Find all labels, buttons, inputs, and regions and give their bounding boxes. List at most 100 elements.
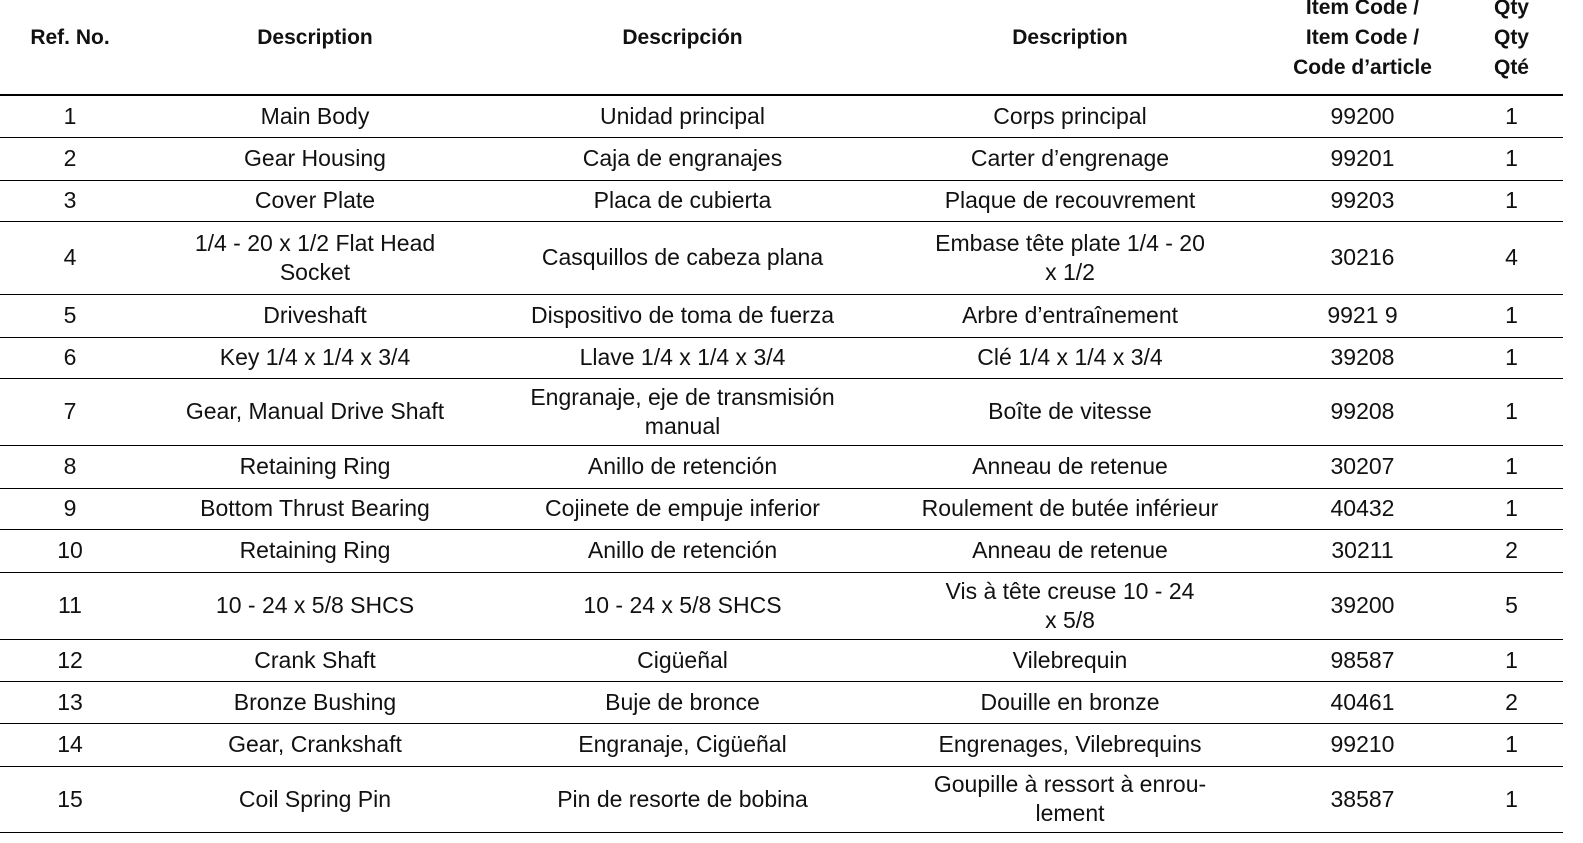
table-cell: 12 <box>0 639 140 682</box>
table-row: 8 Retaining Ring Anillo de retención Anneau… <box>0 445 1563 489</box>
table-cell: 9 <box>0 488 140 530</box>
table-cell: 7 <box>0 378 140 446</box>
table-cell: Vis à tête creuse 10 - 24 x 5/8 <box>875 572 1265 640</box>
table-cell: Dispositivo de toma de fuerza <box>490 294 875 338</box>
table-cell: 2 <box>0 137 140 181</box>
table-cell: Cojinete de empuje inferior <box>490 488 875 530</box>
table-cell: 4 <box>1460 221 1563 295</box>
table-cell: Boîte de vitesse <box>875 378 1265 446</box>
table-cell: Anneau de retenue <box>875 445 1265 489</box>
table-cell: 1/4 - 20 x 1/2 Flat Head Socket <box>140 221 490 295</box>
table-cell: Goupille à ressort à enrou- lement <box>875 766 1265 833</box>
header-cell: Item Code / Item Code / Code d’article <box>1265 0 1460 96</box>
table-cell: Gear, Manual Drive Shaft <box>140 378 490 446</box>
table-cell: 9921 9 <box>1265 294 1460 338</box>
table-cell: Llave 1/4 x 1/4 x 3/4 <box>490 337 875 379</box>
table-cell: Engranaje, eje de transmisión manual <box>490 378 875 446</box>
table-cell: Clé 1/4 x 1/4 x 3/4 <box>875 337 1265 379</box>
table-cell: 1 <box>1460 639 1563 682</box>
table-cell: 99208 <box>1265 378 1460 446</box>
table-cell: Unidad principal <box>490 95 875 138</box>
table-cell: Engranaje, Cigüeñal <box>490 723 875 767</box>
table-cell: Plaque de recouvrement <box>875 180 1265 222</box>
table-cell: 99201 <box>1265 137 1460 181</box>
table-row: 13 Bronze Bushing Buje de bronce Douille en… <box>0 681 1563 724</box>
table-cell: 1 <box>1460 337 1563 379</box>
table-cell: 8 <box>0 445 140 489</box>
table-cell: Vilebrequin <box>875 639 1265 682</box>
table-cell: Bottom Thrust Bearing <box>140 488 490 530</box>
header-cell: Ref. No. <box>0 0 140 96</box>
table-cell: 11 <box>0 572 140 640</box>
table-cell: Gear Housing <box>140 137 490 181</box>
header-text: Ref. No. <box>30 25 110 49</box>
table-cell: 1 <box>1460 723 1563 767</box>
table-cell: Roulement de butée inférieur <box>875 488 1265 530</box>
table-cell: 40432 <box>1265 488 1460 530</box>
table-cell: Cover Plate <box>140 180 490 222</box>
table-cell: 5 <box>0 294 140 338</box>
table-row: 7 Gear, Manual Drive Shaft Engranaje, eje … <box>0 378 1563 446</box>
header-text: Qty Qty Qté <box>1493 0 1529 79</box>
table-cell: 1 <box>1460 766 1563 833</box>
table-cell: 98587 <box>1265 639 1460 682</box>
table-cell: Driveshaft <box>140 294 490 338</box>
table-cell: 39200 <box>1265 572 1460 640</box>
table-cell: 1 <box>1460 445 1563 489</box>
header-row: Ref. No. Description Descripción Descriptio… <box>0 0 1563 96</box>
header-text: Description <box>1012 25 1128 49</box>
table-cell: Main Body <box>140 95 490 138</box>
parts-table: Ref. No. Description Descripción Descriptio… <box>0 0 1563 833</box>
table-cell: 40461 <box>1265 681 1460 724</box>
table-cell: Caja de engranajes <box>490 137 875 181</box>
table-cell: 2 <box>1460 681 1563 724</box>
table-cell: 3 <box>0 180 140 222</box>
table-row: 2 Gear Housing Caja de engranajes Carter d’… <box>0 137 1563 181</box>
table-cell: 39208 <box>1265 337 1460 379</box>
table-cell: Coil Spring Pin <box>140 766 490 833</box>
table-row: 5 Driveshaft Dispositivo de toma de fuerza… <box>0 294 1563 338</box>
table-cell: 99203 <box>1265 180 1460 222</box>
table-cell: Retaining Ring <box>140 529 490 573</box>
table-cell: 13 <box>0 681 140 724</box>
table-cell: 30207 <box>1265 445 1460 489</box>
table-cell: 5 <box>1460 572 1563 640</box>
table-cell: Arbre d’entraînement <box>875 294 1265 338</box>
table-body: 1 Main Body Unidad principal Corps principa… <box>0 95 1563 833</box>
table-cell: Gear, Crankshaft <box>140 723 490 767</box>
table-cell: Anillo de retención <box>490 445 875 489</box>
table-cell: 30216 <box>1265 221 1460 295</box>
header-cell: Description <box>875 0 1265 96</box>
table-row: 4 1/4 - 20 x 1/2 Flat Head Socket Casquill… <box>0 221 1563 295</box>
table-cell: 2 <box>1460 529 1563 573</box>
table-cell: 1 <box>1460 137 1563 181</box>
table-row: 6 Key 1/4 x 1/4 x 3/4 Llave 1/4 x 1/4 x 3/… <box>0 337 1563 379</box>
table-row: 3 Cover Plate Placa de cubierta Plaque de r… <box>0 180 1563 222</box>
table-cell: 10 - 24 x 5/8 SHCS <box>140 572 490 640</box>
table-cell: Douille en bronze <box>875 681 1265 724</box>
table-cell: 1 <box>1460 488 1563 530</box>
header-text: Description <box>257 25 373 49</box>
table-cell: Carter d’engrenage <box>875 137 1265 181</box>
table-cell: Retaining Ring <box>140 445 490 489</box>
table-row: 1 Main Body Unidad principal Corps principa… <box>0 95 1563 138</box>
table-cell: 1 <box>1460 294 1563 338</box>
table-cell: Cigüeñal <box>490 639 875 682</box>
table-cell: Engrenages, Vilebrequins <box>875 723 1265 767</box>
table-cell: 6 <box>0 337 140 379</box>
table-cell: 99210 <box>1265 723 1460 767</box>
table-cell: Key 1/4 x 1/4 x 3/4 <box>140 337 490 379</box>
table-row: 15 Coil Spring Pin Pin de resorte de bobin… <box>0 766 1563 833</box>
table-cell: 30211 <box>1265 529 1460 573</box>
header-text: Descripción <box>622 25 743 49</box>
table-cell: 99200 <box>1265 95 1460 138</box>
table-row: 14 Gear, Crankshaft Engranaje, Cigüeñal Eng… <box>0 723 1563 767</box>
table-cell: 1 <box>0 95 140 138</box>
table-cell: Casquillos de cabeza plana <box>490 221 875 295</box>
table-row: 9 Bottom Thrust Bearing Cojinete de empuje… <box>0 488 1563 530</box>
table-row: 11 10 - 24 x 5/8 SHCS 10 - 24 x 5/8 SHCS Vi… <box>0 572 1563 640</box>
table-cell: 10 <box>0 529 140 573</box>
table-cell: Anillo de retención <box>490 529 875 573</box>
table-cell: 10 - 24 x 5/8 SHCS <box>490 572 875 640</box>
